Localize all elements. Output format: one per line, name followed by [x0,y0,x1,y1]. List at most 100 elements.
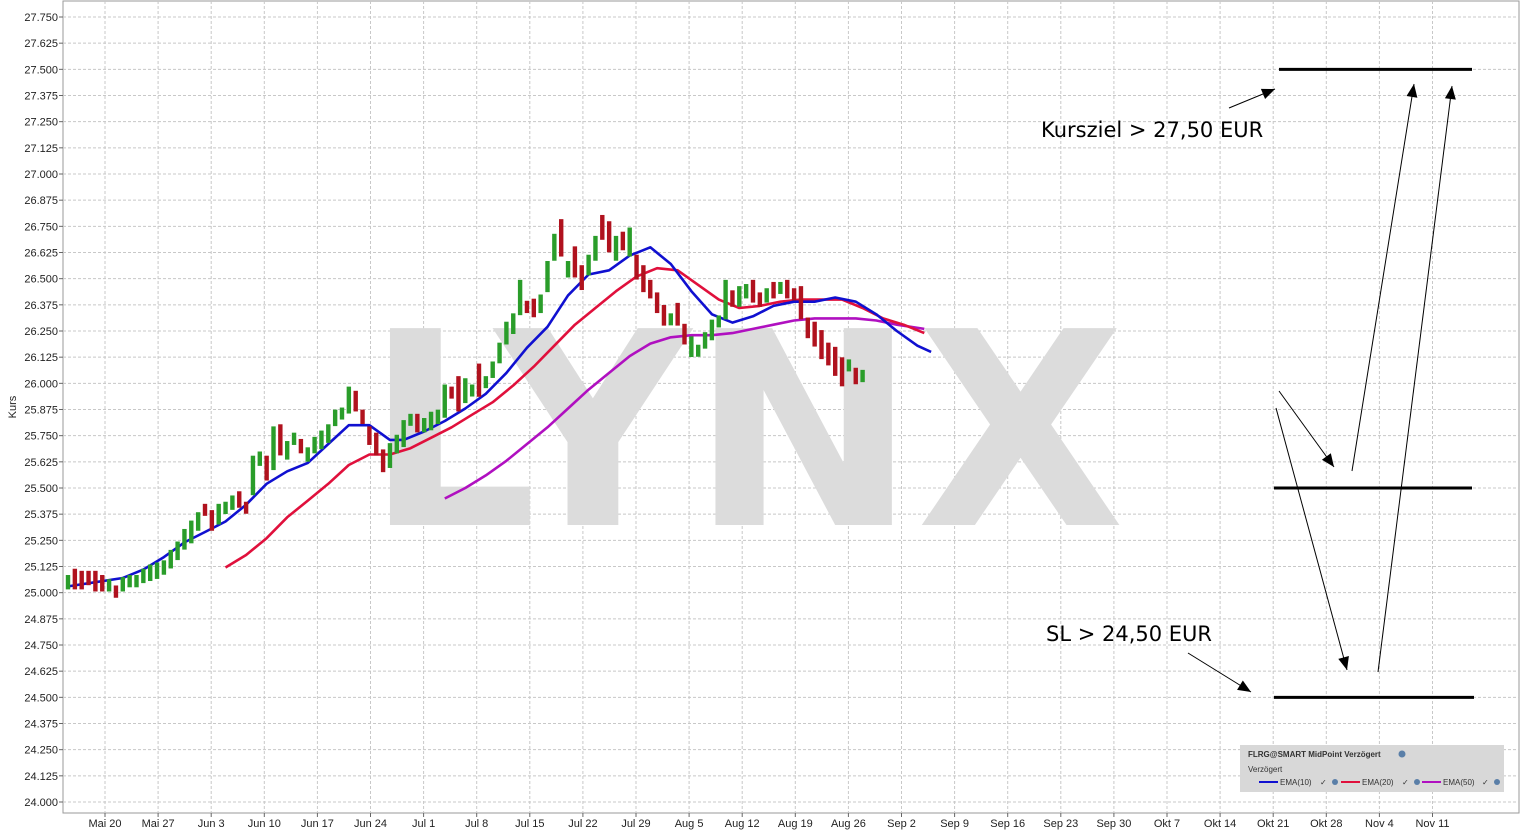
y-tick-label: 24.875 [24,614,58,626]
ohlc-bar [148,564,153,582]
legend-box [1240,745,1504,792]
ohlc-bar [134,575,139,588]
ohlc-bar [168,549,173,569]
x-tick-label: Okt 21 [1257,818,1289,830]
ohlc-bar [490,361,495,378]
ohlc-bar [805,317,810,339]
ohlc-bar [826,342,831,366]
x-tick-label: Aug 26 [831,818,866,830]
legend-ema10-label: EMA(10) [1280,778,1312,787]
y-tick-label: 26.250 [24,326,58,338]
ohlc-bar [401,420,406,448]
ohlc-bar [723,279,728,320]
ohlc-bar [600,214,605,240]
ohlc-bar [86,570,91,586]
ohlc-bar [819,330,824,360]
ohlc-bar [497,342,502,364]
y-tick-label: 26.625 [24,248,58,260]
x-tick-label: Aug 19 [778,818,813,830]
y-tick-label: 27.250 [24,117,58,129]
ohlc-bar [846,359,852,372]
ohlc-bar [853,367,858,385]
ohlc-bar [839,357,845,387]
x-tick-label: Aug 5 [675,818,704,830]
ohlc-bar [552,233,557,261]
ohlc-bar [606,221,612,253]
arrow-head [1321,453,1334,467]
y-tick-label: 24.625 [24,666,58,678]
ohlc-bar [257,451,262,466]
ohlc-bar [730,290,735,307]
ohlc-bar [682,323,687,345]
ohlc-bar [743,284,749,299]
y-tick-label: 25.125 [24,562,58,574]
y-tick-label: 25.625 [24,457,58,469]
ohlc-bar [476,363,482,397]
ohlc-bar [504,321,509,345]
ohlc-bar [394,434,399,454]
ohlc-bar [648,279,653,299]
ohlc-bar [860,369,865,383]
arrow-shaft [1351,83,1415,472]
ohlc-bar [579,265,584,291]
legend-ema20-label: EMA(20) [1362,778,1394,787]
x-tick-label: Sep 23 [1043,818,1078,830]
ohlc-bar [106,579,112,592]
ohlc-bar [127,575,132,588]
x-tick-label: Sep 9 [940,818,969,830]
grid-lines [63,1,1519,813]
x-tick-label: Sep 30 [1096,818,1131,830]
legend-ema10-check-icon[interactable]: ✓ [1320,778,1327,787]
ohlc-bar [812,321,817,347]
legend-ema20-check-icon[interactable]: ✓ [1402,778,1409,787]
legend-ema50-settings-icon[interactable] [1494,779,1500,785]
ohlc-bars [65,214,865,598]
x-tick-label: Sep 16 [990,818,1025,830]
stoploss-annotation: SL > 24,50 EUR [1046,622,1212,646]
legend-ema10-settings-icon[interactable] [1332,779,1338,785]
ema10-line [67,246,932,588]
y-tick-label: 26.500 [24,274,58,286]
ohlc-bar [332,409,338,427]
ohlc-bar [65,575,71,590]
ohlc-bar [346,386,352,414]
ohlc-bar [154,562,160,579]
x-tick-label: Jun 24 [354,818,387,830]
ohlc-bar [374,432,379,456]
ohlc-bar [661,304,667,326]
ema50-line [444,317,925,500]
ohlc-bar [189,520,194,544]
ohlc-bar [702,332,708,349]
legend-subtitle: Verzögert [1248,765,1283,774]
ohlc-bar [565,261,571,278]
y-tick-label: 25.875 [24,405,58,417]
ohlc-bar [771,281,776,299]
ohlc-bar [469,384,475,397]
ohlc-bar [195,512,201,531]
ohlc-bar [483,376,489,389]
y-tick-label: 24.750 [24,640,58,652]
arrow-up-to-target [1351,83,1418,472]
y-tick-label: 27.375 [24,91,58,103]
target-annotation: Kursziel > 27,50 EUR [1041,118,1263,142]
ohlc-bar [243,501,249,514]
x-tick-label: Nov 11 [1415,818,1449,830]
annotations: Kursziel > 27,50 EUR SL > 24,50 EUR [1041,67,1474,699]
arrow-up-to-target-2 [1377,85,1456,673]
x-tick-label: Jun 10 [248,818,281,830]
ohlc-bar [668,313,673,326]
y-tick-label: 26.000 [24,378,58,390]
ohlc-bar [689,336,694,358]
ohlc-bar [709,319,715,341]
y-axis-label: Kurs [7,395,19,418]
ohlc-bar [120,577,125,592]
ohlc-bar [285,441,290,460]
legend-ema20-settings-icon[interactable] [1414,779,1420,785]
legend-ema50-check-icon[interactable]: ✓ [1482,778,1489,787]
ohlc-bar [833,346,838,376]
ohlc-bar [538,294,543,314]
arrow-head [1237,680,1251,692]
legend-globe-icon[interactable] [1398,750,1406,758]
ohlc-bar [319,430,324,450]
